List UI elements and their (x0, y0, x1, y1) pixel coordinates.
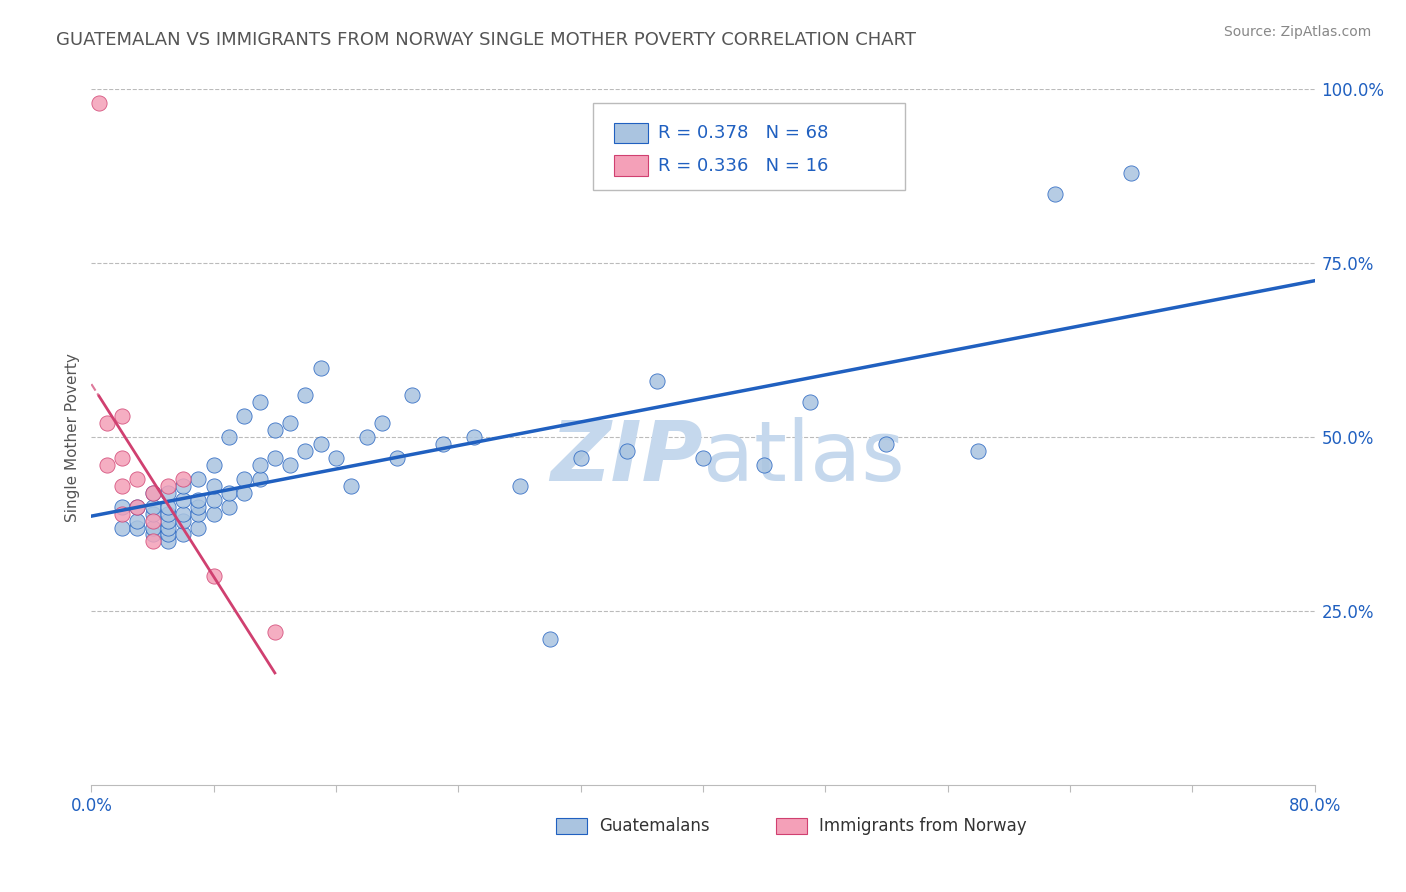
Text: Source: ZipAtlas.com: Source: ZipAtlas.com (1223, 25, 1371, 39)
Point (156, 520, 179, 534)
Point (309, 437, 332, 451)
Point (141, 485, 163, 500)
Point (141, 520, 163, 534)
Point (156, 514, 179, 528)
Point (264, 450, 287, 465)
Point (202, 479, 225, 493)
Point (187, 520, 209, 534)
Point (141, 527, 163, 541)
Point (172, 479, 194, 493)
Text: GUATEMALAN VS IMMIGRANTS FROM NORWAY SINGLE MOTHER POVERTY CORRELATION CHART: GUATEMALAN VS IMMIGRANTS FROM NORWAY SIN… (56, 31, 917, 49)
Point (309, 360, 332, 375)
Point (249, 395, 271, 409)
Point (156, 479, 179, 493)
Point (202, 507, 225, 521)
Text: R = 0.336   N = 16: R = 0.336 N = 16 (658, 157, 828, 175)
Point (187, 500, 209, 514)
Point (278, 458, 301, 472)
Point (218, 485, 240, 500)
Point (96, 458, 118, 472)
Point (187, 492, 209, 507)
Point (569, 450, 592, 465)
Point (616, 444, 638, 458)
Point (172, 527, 194, 541)
Point (264, 423, 287, 437)
Point (233, 472, 256, 486)
Point (141, 507, 163, 521)
Point (111, 409, 134, 424)
Point (249, 458, 271, 472)
Point (127, 472, 149, 486)
Text: ZIP: ZIP (550, 417, 703, 499)
Point (294, 444, 316, 458)
Point (172, 472, 194, 486)
Point (401, 388, 423, 402)
Point (325, 450, 347, 465)
Point (202, 492, 225, 507)
Point (799, 395, 821, 409)
Point (127, 520, 149, 534)
Point (432, 437, 454, 451)
Point (156, 507, 179, 521)
Point (233, 485, 256, 500)
Point (202, 458, 225, 472)
Point (233, 409, 256, 424)
Text: R = 0.378   N = 68: R = 0.378 N = 68 (658, 124, 828, 142)
Point (187, 507, 209, 521)
Text: atlas: atlas (703, 417, 904, 499)
Point (141, 514, 163, 528)
Y-axis label: Single Mother Poverty: Single Mother Poverty (65, 352, 80, 522)
Bar (613, 122, 648, 144)
Point (294, 388, 316, 402)
Point (111, 479, 134, 493)
Point (187, 472, 209, 486)
Point (645, 375, 668, 389)
Point (1121, 166, 1143, 180)
Point (156, 534, 179, 549)
Bar (776, 818, 807, 834)
Point (967, 444, 990, 458)
Point (141, 485, 163, 500)
Point (111, 507, 134, 521)
Point (218, 430, 240, 444)
Point (538, 632, 561, 646)
Bar (557, 818, 588, 834)
Point (356, 430, 378, 444)
Bar (613, 155, 648, 177)
Point (371, 416, 394, 430)
FancyBboxPatch shape (593, 103, 905, 190)
Text: Guatemalans: Guatemalans (599, 817, 710, 835)
Point (264, 624, 287, 639)
Point (1043, 186, 1066, 201)
Point (385, 450, 409, 465)
Point (111, 520, 134, 534)
Point (692, 450, 714, 465)
Point (340, 479, 363, 493)
Point (463, 430, 485, 444)
Text: Immigrants from Norway: Immigrants from Norway (820, 817, 1026, 835)
Point (278, 416, 301, 430)
Point (87, 96, 110, 111)
Point (127, 514, 149, 528)
Point (218, 500, 240, 514)
Point (202, 569, 225, 583)
Point (156, 500, 179, 514)
Point (127, 500, 149, 514)
Point (111, 500, 134, 514)
Point (156, 527, 179, 541)
Point (141, 500, 163, 514)
Point (127, 500, 149, 514)
Point (754, 458, 776, 472)
Point (156, 485, 179, 500)
Point (249, 472, 271, 486)
Point (172, 492, 194, 507)
Point (172, 507, 194, 521)
Point (96, 416, 118, 430)
Point (172, 514, 194, 528)
Point (141, 534, 163, 549)
Point (875, 437, 898, 451)
Point (509, 479, 531, 493)
Point (111, 450, 134, 465)
